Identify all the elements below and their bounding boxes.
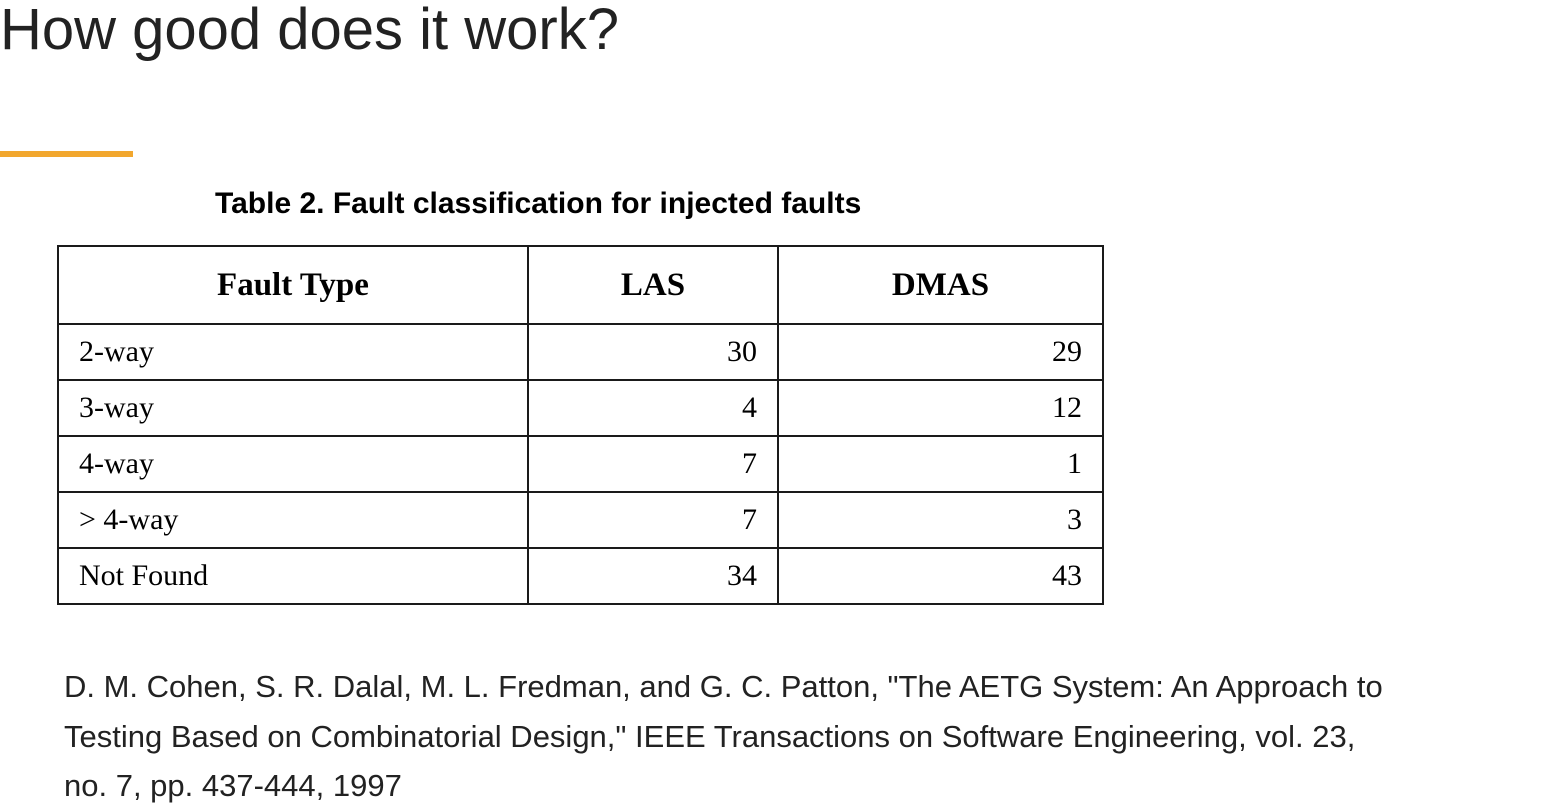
las-cell: 4 — [527, 379, 779, 437]
table-row: 2-way 30 29 — [57, 323, 1104, 381]
las-cell: 7 — [527, 435, 779, 493]
las-cell: 30 — [527, 323, 779, 381]
slide-title: How good does it work? — [0, 0, 619, 62]
dmas-cell: 43 — [777, 547, 1104, 605]
fault-type-cell: 2-way — [57, 323, 529, 381]
las-cell: 34 — [527, 547, 779, 605]
dmas-cell: 12 — [777, 379, 1104, 437]
las-cell: 7 — [527, 491, 779, 549]
table-row: > 4-way 7 3 — [57, 491, 1104, 549]
dmas-cell: 29 — [777, 323, 1104, 381]
table-row: Not Found 34 43 — [57, 547, 1104, 605]
dmas-cell: 1 — [777, 435, 1104, 493]
table-header-row: Fault Type LAS DMAS — [57, 245, 1104, 325]
column-header-las: LAS — [527, 245, 779, 325]
citation-line-2: Testing Based on Combinatorial Design," … — [64, 718, 1356, 754]
citation-reference: D. M. Cohen, S. R. Dalal, M. L. Fredman,… — [64, 662, 1544, 811]
fault-type-cell: Not Found — [57, 547, 529, 605]
title-accent-bar — [0, 151, 133, 157]
table-row: 4-way 7 1 — [57, 435, 1104, 493]
fault-type-cell: 3-way — [57, 379, 529, 437]
citation-line-1: D. M. Cohen, S. R. Dalal, M. L. Fredman,… — [64, 669, 1383, 704]
column-header-dmas: DMAS — [777, 245, 1104, 325]
fault-classification-table: Fault Type LAS DMAS 2-way 30 29 3-way 4 … — [57, 245, 1104, 605]
citation-line-3: no. 7, pp. 437-444, 1997 — [64, 768, 402, 803]
fault-type-cell: 4-way — [57, 435, 529, 493]
column-header-fault-type: Fault Type — [57, 245, 529, 325]
dmas-cell: 3 — [777, 491, 1104, 549]
table-caption: Table 2. Fault classification for inject… — [215, 187, 862, 220]
fault-type-cell: > 4-way — [57, 491, 529, 549]
table-row: 3-way 4 12 — [57, 379, 1104, 437]
